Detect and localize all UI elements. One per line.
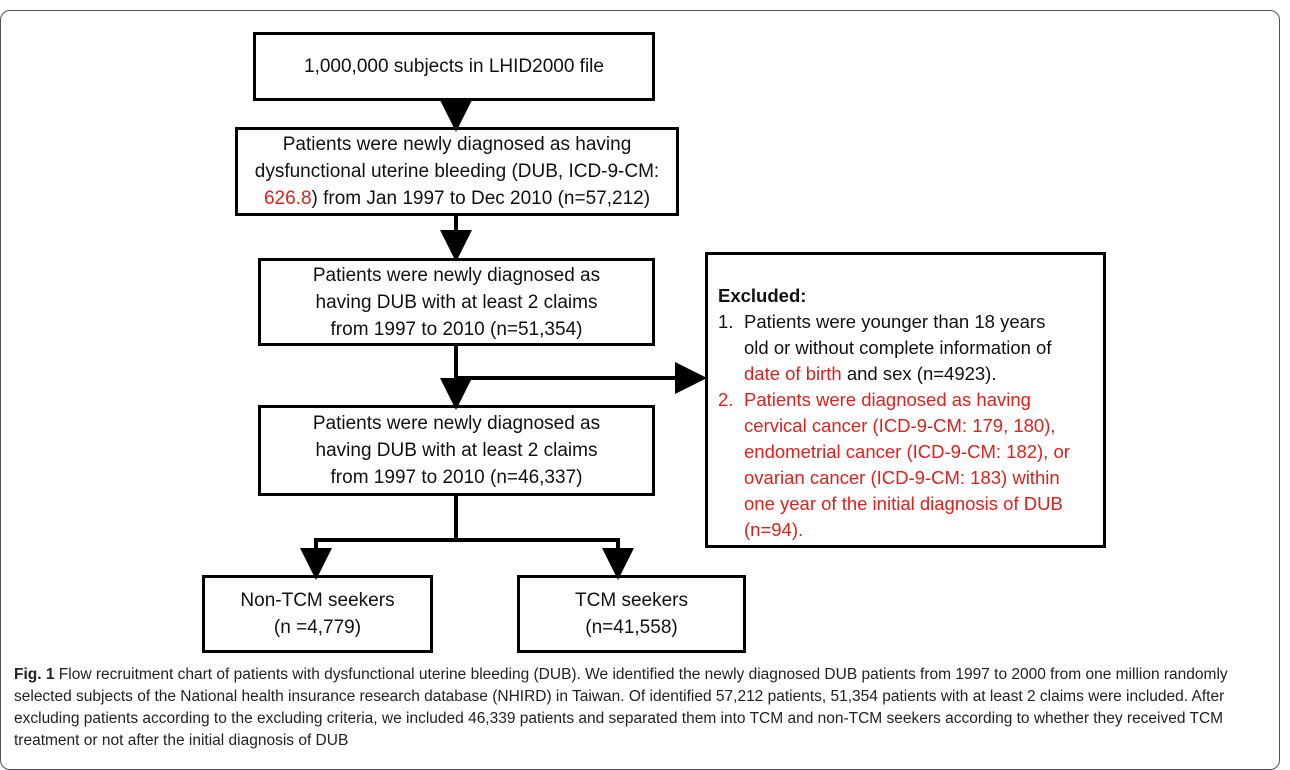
node-text: having DUB with at least 2 claims	[315, 440, 598, 461]
exclusion-box: Excluded: 1. Patients were younger than …	[705, 252, 1106, 548]
item-text: (n=94).	[744, 519, 804, 540]
exclusion-item: 2. Patients were diagnosed as having cer…	[718, 387, 1093, 543]
node: 1,000,000 subjects in LHID2000 file	[253, 32, 655, 101]
item-text: and sex (n=4923).	[841, 363, 997, 384]
item-text: old or without complete information of	[744, 337, 1052, 358]
item-text: Patients were diagnosed as having	[744, 389, 1031, 410]
node-text-line: 626.8) from Jan 1997 to Dec 2010 (n=57,2…	[264, 185, 650, 212]
node-text: dysfunctional uterine bleeding (DUB, ICD…	[254, 161, 660, 182]
caption-label: Fig. 1	[14, 666, 55, 683]
node-text: 1,000,000 subjects in LHID2000 file	[304, 56, 604, 77]
item-text: endometrial cancer (ICD-9-CM: 182), or	[744, 441, 1070, 462]
node-text: Patients were newly diagnosed as	[312, 413, 601, 434]
item-number: 2.	[718, 389, 734, 410]
item-number: 1.	[718, 311, 734, 332]
node-text: ) from Jan 1997 to Dec 2010 (n=57,212)	[311, 188, 651, 209]
caption: Fig. 1 Flow recruitment chart of patient…	[14, 664, 1276, 752]
node-text: Patients were newly diagnosed as	[312, 264, 601, 286]
exclusion-item: 1. Patients were younger than 18 years o…	[718, 309, 1093, 387]
node-text: having DUB with at least 2 claims	[315, 291, 598, 313]
node-text: from 1997 to 2010 (n=51,354)	[330, 318, 583, 340]
item-text: cervical cancer (ICD-9-CM: 179, 180),	[744, 415, 1056, 436]
highlight: 626.8	[263, 188, 312, 209]
node-text: (n=41,558)	[585, 617, 678, 638]
node-text: Non-TCM seekers	[240, 590, 395, 611]
node: TCM seekers (n=41,558)	[517, 575, 746, 653]
node: Patients were newly diagnosed as having …	[258, 405, 655, 496]
node: Patients were newly diagnosed as having …	[235, 127, 679, 216]
node-text: (n =4,779)	[273, 617, 362, 638]
item-text: ovarian cancer (ICD-9-CM: 183) within	[744, 467, 1060, 488]
node: Non-TCM seekers (n =4,779)	[202, 575, 433, 653]
node-text: TCM seekers	[575, 590, 688, 611]
node-text: Patients were newly diagnosed as having	[282, 134, 632, 155]
node-text: from 1997 to 2010 (n=46,337)	[330, 467, 583, 488]
item-text: one year of the initial diagnosis of DUB	[744, 493, 1063, 514]
node: Patients were newly diagnosed as having …	[258, 258, 655, 346]
item-text: Patients were younger than 18 years	[744, 311, 1046, 332]
exclusion-heading: Excluded:	[718, 285, 807, 306]
caption-text: Flow recruitment chart of patients with …	[14, 666, 1228, 749]
highlight: date of birth	[744, 363, 842, 384]
